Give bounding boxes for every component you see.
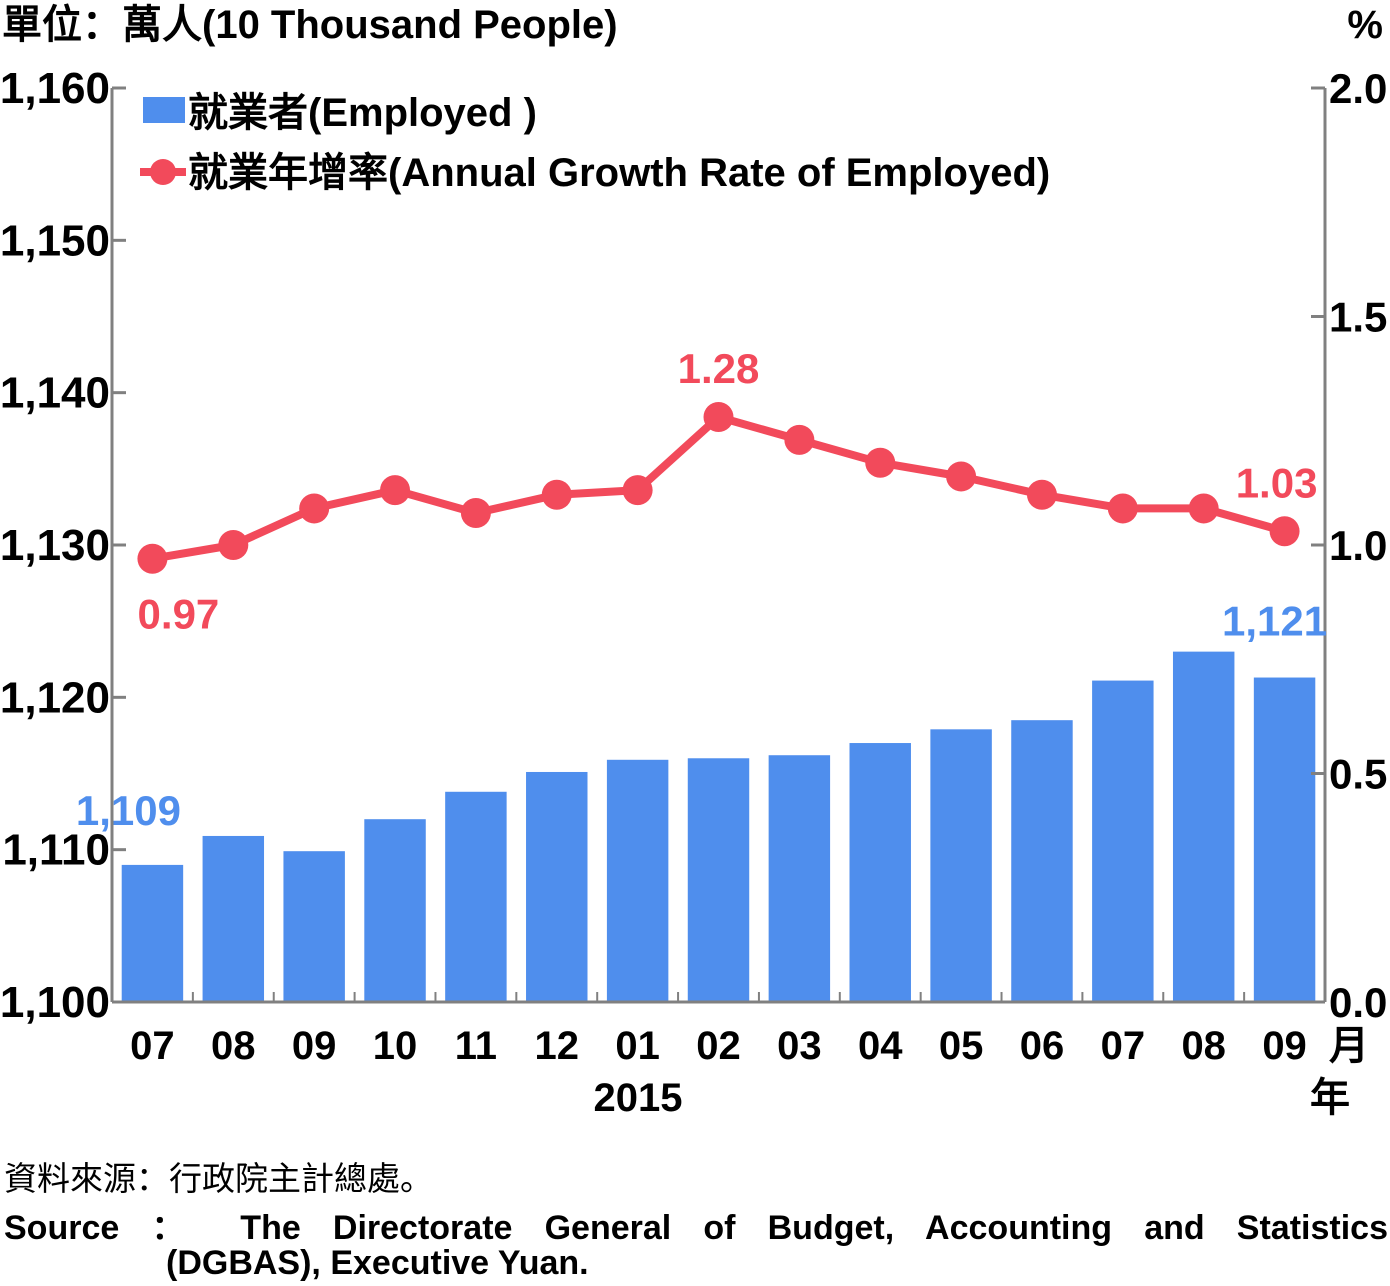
growth-rate-series-line	[151, 413, 1286, 563]
x-unit-year-label: 年	[1310, 1076, 1350, 1120]
employed-data-label: 1,109	[76, 787, 181, 834]
legend-line-marker	[150, 159, 176, 185]
growth-rate-point	[1107, 493, 1138, 524]
growth-rate-point	[1026, 479, 1057, 510]
growth-rate-point	[622, 475, 653, 506]
left-tick-label: 1,100	[0, 978, 110, 1027]
x-tick-label: 07	[130, 1024, 175, 1068]
x-tick-label: 06	[1020, 1024, 1065, 1068]
employed-bar	[1172, 651, 1235, 1002]
growth-rate-point	[137, 543, 168, 574]
employed-bar	[121, 864, 184, 1002]
chart-text: 1,100 1,110 1,120 1,130 1,140 1,150 1,160 0.0 0.…	[0, 3, 1387, 1120]
right-tick-label: 1.5	[1329, 294, 1387, 341]
growth-rate-point	[299, 493, 330, 524]
growth-rate-data-label: 1.03	[1236, 459, 1318, 506]
growth-rate-point	[865, 447, 896, 478]
x-tick-label: 12	[535, 1024, 580, 1068]
left-tick-label: 1,110	[2, 826, 110, 875]
employed-bar	[202, 835, 265, 1002]
employed-bar	[687, 758, 750, 1002]
source-note-chinese: 資料來源：行政院主計總處。	[4, 1159, 433, 1198]
employed-bar	[1092, 680, 1154, 1002]
x-tick-label: 09	[292, 1024, 337, 1068]
employed-bar	[768, 755, 831, 1002]
x-tick-label: 10	[373, 1024, 418, 1068]
legend-growth-rate-label: 就業年增率(Annual Growth Rate of Employed)	[188, 151, 1050, 195]
employed-bar	[1011, 720, 1073, 1002]
growth-rate-data-label: 1.28	[678, 345, 760, 392]
growth-rate-point	[460, 498, 491, 529]
growth-rate-point	[1188, 493, 1219, 524]
right-axis-unit-label: %	[1347, 3, 1383, 47]
chart: 1,100 1,110 1,120 1,130 1,140 1,150 1,160 0.0 0.…	[0, 3, 1387, 1120]
x-tick-label: 08	[211, 1024, 256, 1068]
axes	[110, 86, 1327, 1004]
right-tick-label: 0.5	[1329, 751, 1387, 798]
left-tick-label: 1,150	[0, 216, 110, 265]
left-tick-label: 1,120	[0, 673, 110, 722]
left-tick-label: 1,130	[0, 521, 110, 570]
legend-employed-label: 就業者(Employed )	[188, 91, 537, 135]
growth-rate-data-label: 0.97	[138, 591, 220, 638]
x-tick-label: 05	[939, 1024, 984, 1068]
employed-bar	[1253, 677, 1316, 1002]
x-tick-label: 02	[696, 1024, 741, 1068]
x-tick-label: 03	[777, 1024, 822, 1068]
x-tick-label: 04	[858, 1024, 903, 1068]
x-tick-label: 01	[615, 1024, 660, 1068]
left-tick-label: 1,160	[0, 64, 110, 113]
employed-bar	[526, 771, 588, 1002]
growth-rate-point	[218, 530, 249, 560]
growth-rate-point	[380, 475, 411, 506]
right-tick-label: 0.0	[1329, 979, 1387, 1026]
growth-rate-point	[1269, 516, 1300, 547]
employed-bar	[849, 743, 911, 1002]
right-tick-label: 1.0	[1329, 522, 1387, 569]
growth-rate-point	[946, 461, 977, 492]
right-tick-label: 2.0	[1329, 65, 1387, 112]
employed-bars	[121, 651, 1316, 1002]
x-tick-label: 09	[1262, 1024, 1307, 1068]
left-tick-label: 1,140	[0, 369, 110, 418]
x-tick-label: 07	[1101, 1024, 1146, 1068]
growth-rate-point	[784, 424, 815, 455]
employed-bar	[364, 819, 426, 1002]
source-note-english-line1: Source ： The Directorate General of Budg…	[4, 1209, 1388, 1247]
source-note-english-line2: (DGBAS), Executive Yuan.	[166, 1244, 589, 1282]
x-tick-label: 11	[455, 1024, 497, 1068]
employed-bar	[445, 791, 507, 1002]
growth-rate-line	[137, 402, 1300, 574]
x-tick-label: 08	[1181, 1024, 1226, 1068]
growth-rate-point	[703, 402, 734, 433]
employed-bar	[930, 729, 992, 1002]
year-label: 2015	[594, 1076, 683, 1120]
employed-bar	[606, 759, 669, 1002]
growth-rate-point	[541, 479, 572, 510]
legend-bar-swatch	[143, 97, 185, 123]
left-axis-unit-label: 單位：萬人(10 Thousand People)	[2, 3, 618, 47]
employed-data-label: 1,121	[1222, 598, 1327, 645]
x-unit-month-label: 月	[1329, 1024, 1369, 1068]
employed-bar	[283, 851, 345, 1002]
